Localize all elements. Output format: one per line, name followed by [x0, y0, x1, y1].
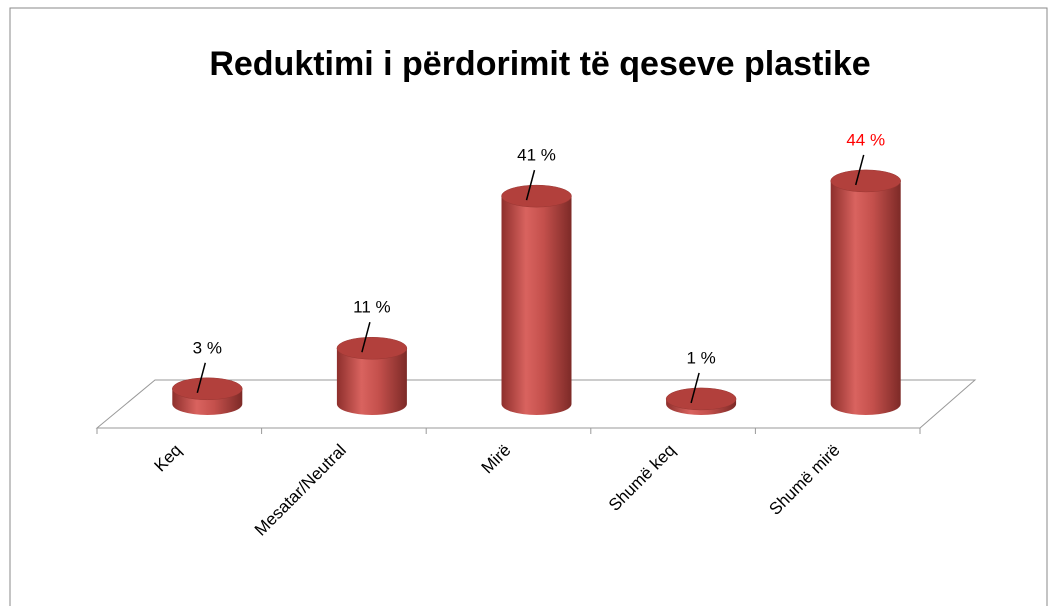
bar-top — [665, 387, 737, 411]
leader-line — [690, 372, 700, 404]
bar — [830, 169, 901, 415]
bar-top — [172, 377, 243, 401]
value-label: 3 % — [193, 338, 222, 357]
leader-line — [854, 154, 865, 186]
leader-line — [525, 169, 536, 201]
chart-title: Reduktimi i përdorimit të qeseve plastik… — [209, 45, 870, 83]
bar — [172, 377, 243, 415]
value-label: 1 % — [686, 348, 715, 367]
value-label: 44 % — [846, 130, 885, 149]
leader-line — [361, 322, 371, 353]
value-label: 41 % — [517, 146, 556, 165]
bar-body — [830, 180, 901, 415]
bar-body — [336, 348, 407, 415]
bar-body — [501, 196, 572, 415]
bar — [501, 184, 572, 415]
value-label: 11 % — [353, 298, 391, 317]
leader-line — [196, 362, 207, 393]
bar — [665, 387, 737, 415]
bar-top — [336, 336, 408, 360]
bar-top — [830, 169, 901, 193]
bar-top — [501, 184, 572, 208]
bar — [336, 336, 408, 415]
